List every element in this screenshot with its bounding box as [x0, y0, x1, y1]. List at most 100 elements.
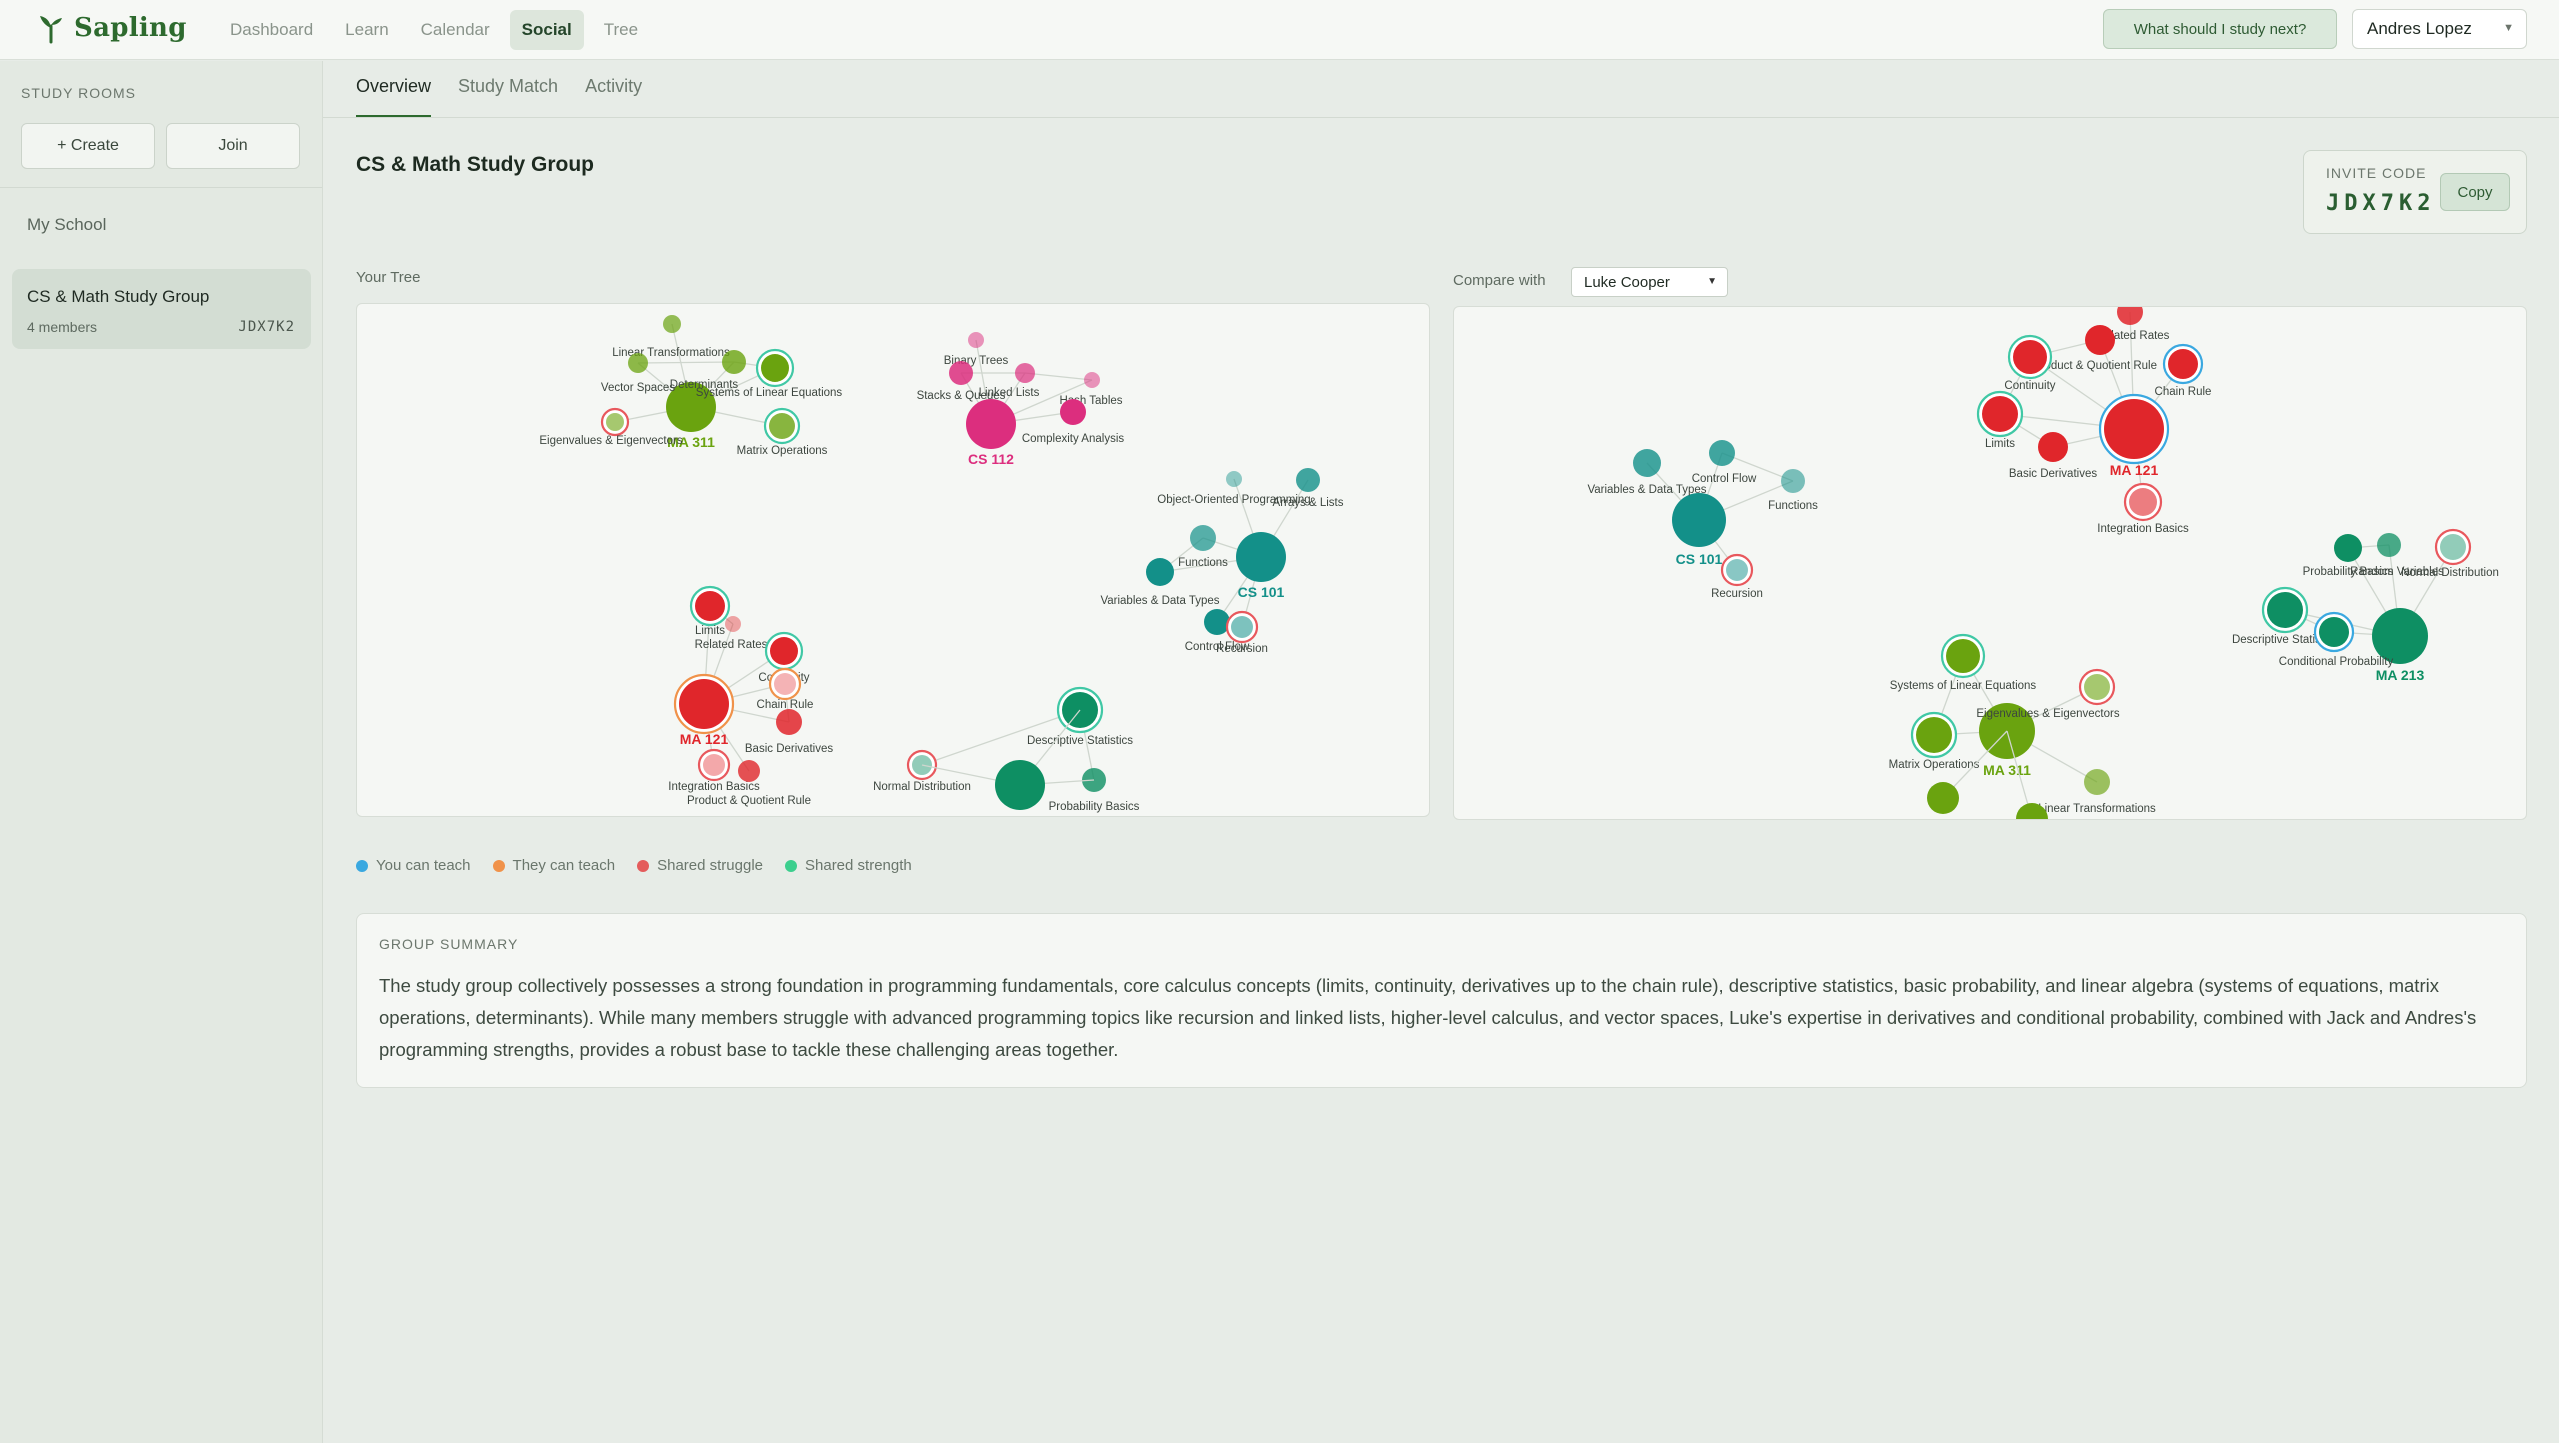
node-ma-121[interactable]: MA 121 — [673, 673, 735, 747]
tab-activity[interactable]: Activity — [585, 76, 643, 96]
node-control-flow[interactable]: Control Flow — [1692, 440, 1757, 485]
node-functions[interactable]: Functions — [1768, 469, 1818, 512]
node-circle — [1927, 782, 1959, 814]
nav-calendar[interactable]: Calendar — [420, 20, 490, 39]
node-variables-data-types[interactable]: Variables & Data Types — [1100, 558, 1220, 607]
node-circle — [1726, 559, 1748, 581]
node-ring — [768, 667, 802, 701]
node-probability-basics[interactable]: Probability Basics — [2303, 534, 2394, 578]
node-circle — [722, 350, 746, 374]
node-variables-data-types[interactable]: Variables & Data Types — [1587, 449, 1707, 496]
node-chain-rule[interactable]: Chain Rule — [757, 667, 814, 711]
nav-tree[interactable]: Tree — [603, 20, 639, 39]
node-recursion[interactable]: Recursion — [1711, 553, 1763, 600]
node-circle — [1982, 396, 2018, 432]
legend-shared-strength: Shared strength — [785, 857, 912, 874]
node-limits[interactable]: Limits — [689, 585, 731, 637]
node-label: Stacks & Queues — [917, 390, 1006, 402]
node-vector-spaces[interactable]: Vector Spaces — [601, 353, 675, 394]
node-linear-transformations[interactable]: Linear Transformations — [612, 315, 730, 359]
node-descriptive-statistics[interactable]: Descriptive Statistics — [2232, 586, 2338, 646]
node-ma-311[interactable]: MA 311 — [666, 382, 716, 450]
node-cs-101[interactable]: CS 101 — [1672, 493, 1726, 567]
node-linear-transformations[interactable]: Linear Transformations — [2038, 769, 2156, 815]
your-tree-canvas[interactable]: MA 311 Linear Transformations Vector Space… — [357, 304, 1430, 817]
node-circle — [2084, 769, 2110, 795]
node-matrix-operations[interactable]: Matrix Operations — [1889, 711, 1980, 771]
node-probability-basics[interactable]: Probability Basics — [1049, 768, 1140, 813]
node-circle — [1146, 558, 1174, 586]
node-eigenvalues-eigenvectors[interactable]: Eigenvalues & Eigenvectors — [539, 407, 683, 447]
node-control-flow[interactable]: Control Flow — [1185, 609, 1250, 653]
nav-social[interactable]: Social — [509, 10, 584, 50]
node-ma-311-extra[interactable] — [1927, 730, 2048, 820]
node-related-rates[interactable]: Related Rates — [695, 616, 768, 651]
node-circle — [1060, 399, 1086, 425]
node-label: Recursion — [1711, 588, 1763, 600]
nav-learn[interactable]: Learn — [345, 20, 389, 39]
room-name: CS & Math Study Group — [27, 287, 210, 306]
join-room-button[interactable]: Join — [166, 123, 300, 169]
user-menu-select[interactable]: Andres Lopez ▼ — [2352, 9, 2527, 49]
node-label: Limits — [1985, 438, 2015, 450]
node-cs-112[interactable]: CS 112 — [966, 399, 1016, 467]
study-next-button[interactable]: What should I study next? — [2103, 9, 2337, 49]
school-label[interactable]: My School — [27, 215, 107, 234]
node-systems-of-linear-equations[interactable]: Systems of Linear Equations — [696, 348, 843, 399]
nav-dashboard[interactable]: Dashboard — [230, 20, 314, 39]
study-room-item[interactable]: CS & Math Study Group 4 members JDX7K2 — [12, 269, 311, 349]
node-product-quotient-rule[interactable]: Product & Quotient Rule — [687, 760, 811, 807]
node-basic-derivatives[interactable]: Basic Derivatives — [745, 709, 833, 755]
node-cs-101[interactable]: CS 101 — [1236, 532, 1286, 600]
node-descriptive-statistics[interactable]: Descriptive Statistics — [1027, 686, 1133, 747]
node-integration-basics[interactable]: Integration Basics — [668, 748, 760, 793]
copy-code-button[interactable]: Copy — [2440, 173, 2510, 211]
node-circle — [2168, 349, 2198, 379]
node-circle — [2104, 399, 2164, 459]
node-product-quotient-rule[interactable]: Product & Quotient Rule — [2033, 325, 2157, 372]
node-chain-rule[interactable]: Chain Rule — [2155, 343, 2212, 398]
node-eigenvalues-eigenvectors[interactable]: Eigenvalues & Eigenvectors — [1976, 668, 2120, 720]
node-limits[interactable]: Limits — [1976, 390, 2024, 450]
chevron-down-icon: ▼ — [2503, 22, 2514, 34]
node-integration-basics[interactable]: Integration Basics — [2097, 482, 2189, 535]
node-label: Product & Quotient Rule — [2033, 360, 2157, 372]
compare-tree-graph[interactable]: CS 101 Control Flow Variables & Data Types… — [1453, 306, 2527, 820]
node-functions[interactable]: Functions — [1178, 525, 1228, 569]
node-circle — [738, 760, 760, 782]
compare-user-select[interactable]: Luke Cooper ▼ — [1571, 267, 1728, 297]
node-arrays-lists[interactable]: Arrays & Lists — [1273, 468, 1344, 509]
node-label: Systems of Linear Equations — [1890, 680, 2037, 692]
node-normal-distribution[interactable]: Normal Distribution — [2401, 528, 2499, 579]
node-random-variables[interactable]: Random Variables — [2350, 533, 2444, 578]
your-tree-graph[interactable]: MA 311 Linear Transformations Vector Space… — [356, 303, 1430, 817]
top-nav-bar: Sapling Dashboard Learn Calendar Social … — [0, 0, 2559, 60]
app-logo[interactable]: Sapling — [38, 12, 187, 44]
node-linked-lists[interactable]: Linked Lists — [979, 363, 1040, 399]
node-circle — [774, 673, 796, 695]
node-matrix-operations[interactable]: Matrix Operations — [737, 407, 828, 457]
tab-study-match[interactable]: Study Match — [458, 76, 559, 96]
create-room-button[interactable]: + Create — [21, 123, 155, 169]
node-conditional-probability[interactable]: Conditional Probability — [2279, 611, 2394, 668]
node-label: Limits — [695, 625, 725, 637]
node-binary-trees[interactable]: Binary Trees — [944, 332, 1009, 367]
node-ma-213[interactable]: MA 213 — [2372, 608, 2428, 683]
node-circle — [695, 591, 725, 621]
node-object-oriented-programming[interactable]: Object-Oriented Programming — [1157, 471, 1311, 506]
group-summary-card: GROUP SUMMARY The study group collective… — [356, 913, 2527, 1088]
tab-overview[interactable]: Overview — [356, 61, 432, 117]
node-continuity[interactable]: Continuity — [2004, 334, 2056, 392]
node-label: Matrix Operations — [737, 445, 828, 457]
node-ma-121[interactable]: MA 121 — [2098, 393, 2170, 478]
node-ma-213-partial[interactable] — [921, 709, 1095, 810]
node-determinants[interactable]: Determinants — [670, 350, 746, 391]
node-complexity-analysis[interactable]: Complexity Analysis — [1022, 399, 1125, 445]
node-stacks-queues[interactable]: Stacks & Queues — [917, 361, 1006, 402]
node-systems-of-linear-equations[interactable]: Systems of Linear Equations — [1890, 633, 2037, 692]
node-recursion[interactable]: Recursion — [1216, 610, 1268, 655]
node-circle — [628, 353, 648, 373]
node-label: Eigenvalues & Eigenvectors — [539, 435, 682, 447]
node-basic-derivatives[interactable]: Basic Derivatives — [2009, 432, 2097, 480]
